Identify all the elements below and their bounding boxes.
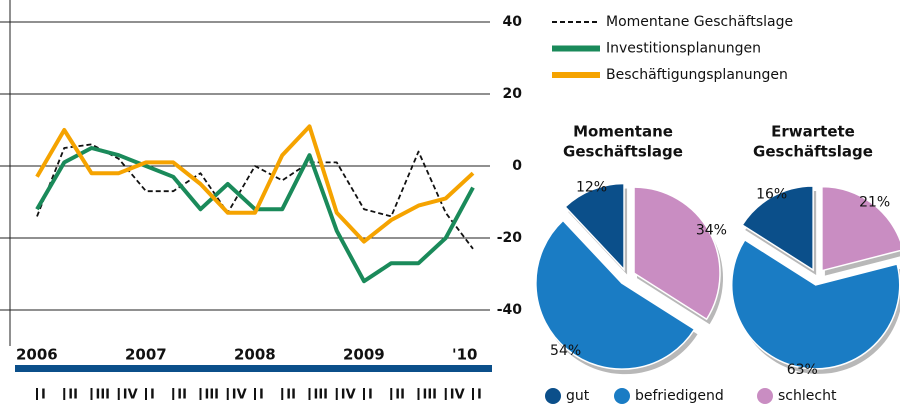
legend-swatch xyxy=(545,388,561,404)
y-tick-label: -20 xyxy=(497,230,523,246)
pie-slice xyxy=(821,185,900,272)
year-label: 2007 xyxy=(125,346,167,364)
pie-title: Geschäftslage xyxy=(753,143,873,161)
year-bar xyxy=(124,365,249,372)
x-tick-label: IV xyxy=(232,388,247,403)
x-tick-label: III xyxy=(423,388,438,403)
x-tick-label: I xyxy=(259,388,264,403)
legend-swatch xyxy=(757,388,773,404)
x-tick-label: II xyxy=(395,388,405,403)
legend-label: gut xyxy=(566,388,590,404)
x-tick-label: II xyxy=(68,388,78,403)
x-tick-label: I xyxy=(150,388,155,403)
year-label: '10 xyxy=(452,346,477,364)
year-bar xyxy=(451,365,492,372)
pie-title: Momentane xyxy=(573,123,673,141)
year-bar xyxy=(15,365,140,372)
year-label: 2008 xyxy=(234,346,276,364)
year-label: 2009 xyxy=(343,346,385,364)
pie-slice xyxy=(535,219,696,370)
x-tick-label: III xyxy=(205,388,220,403)
line-series xyxy=(35,124,475,244)
year-bar xyxy=(342,365,467,372)
x-tick-label: III xyxy=(314,388,329,403)
legend-label: Beschäftigungsplanungen xyxy=(606,67,788,83)
x-tick-label: I xyxy=(368,388,373,403)
y-tick-label: 0 xyxy=(512,158,522,174)
pie-value-label: 54% xyxy=(550,343,581,359)
pie-slice xyxy=(741,185,814,272)
pie-value-label: 34% xyxy=(696,223,727,239)
year-label: 2006 xyxy=(16,346,58,364)
y-tick-label: 40 xyxy=(503,14,523,30)
pie-value-label: 12% xyxy=(576,179,607,195)
pie-value-label: 16% xyxy=(756,187,787,203)
pie-title: Geschäftslage xyxy=(563,143,683,161)
pie-slice xyxy=(731,238,900,370)
year-bar xyxy=(233,365,358,372)
x-tick-label: IV xyxy=(450,388,465,403)
y-tick-label: 20 xyxy=(503,86,523,102)
legend-label: befriedigend xyxy=(635,388,724,404)
y-tick-label: -40 xyxy=(497,302,523,318)
legend-label: Investitionsplanungen xyxy=(606,41,761,57)
pie-title: Erwartete xyxy=(771,123,855,141)
x-tick-label: II xyxy=(286,388,296,403)
x-tick-label: II xyxy=(177,388,187,403)
x-tick-label: I xyxy=(477,388,482,403)
pie-slice xyxy=(633,186,721,321)
legend-label: Momentane Geschäftslage xyxy=(606,14,793,30)
pie-value-label: 21% xyxy=(859,195,890,211)
x-tick-label: IV xyxy=(341,388,356,403)
x-tick-label: III xyxy=(96,388,111,403)
x-tick-label: IV xyxy=(123,388,138,403)
legend-swatch xyxy=(614,388,630,404)
legend-label: schlecht xyxy=(778,388,837,404)
line-series xyxy=(36,143,474,250)
x-tick-label: I xyxy=(41,388,46,403)
pie-value-label: 63% xyxy=(787,362,818,378)
pie-slice xyxy=(564,182,625,272)
